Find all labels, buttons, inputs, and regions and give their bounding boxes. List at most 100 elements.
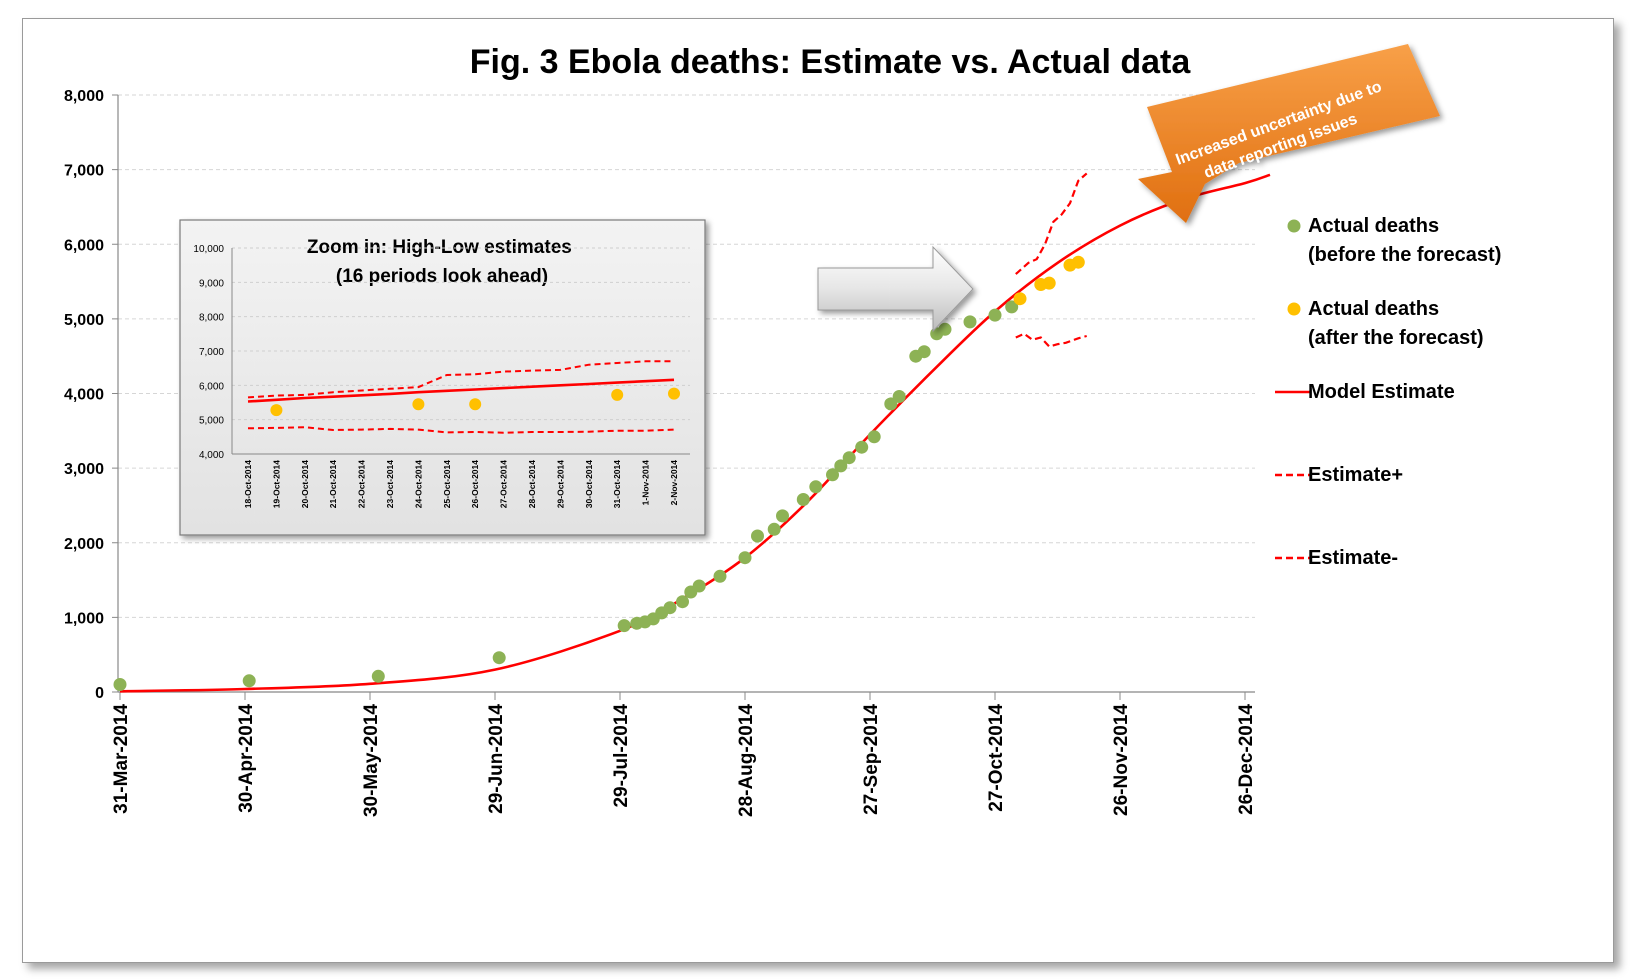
actual-death-point-before — [963, 315, 977, 329]
legend-label: Estimate+ — [1308, 464, 1403, 486]
actual-death-point-before — [855, 440, 869, 454]
actual-death-point-before — [892, 390, 906, 403]
actual-death-point-before — [867, 430, 881, 444]
actual-death-point-before — [113, 678, 127, 691]
inset-x-tick-label: 26-Oct-2014 — [470, 460, 480, 508]
x-tick-label: 26-Nov-2014 — [1111, 704, 1132, 816]
inset-x-tick-label: 29-Oct-2014 — [555, 460, 565, 508]
y-tick-label: 2,000 — [64, 536, 104, 553]
estimate-line — [1015, 172, 1088, 275]
inset-y-tick-label: 6,000 — [199, 381, 224, 392]
inset-x-tick-label: 31-Oct-2014 — [612, 460, 622, 508]
y-axis-ticks: 0 1,000 2,000 3,000 4,000 5,000 6,000 7,000 8,00… — [64, 88, 118, 702]
y-tick-label: 3,000 — [64, 461, 104, 478]
inset-x-tick-label: 28-Oct-2014 — [527, 460, 537, 508]
chart-title: Fig. 3 Ebola deaths: Estimate vs. Actual… — [470, 43, 1192, 81]
inset-y-tick-label: 4,000 — [199, 450, 224, 461]
actual-death-point-before — [988, 308, 1002, 322]
inset-x-tick-label: 22-Oct-2014 — [357, 460, 367, 508]
actual-death-point-before — [371, 669, 385, 683]
legend-item: Estimate- — [1275, 547, 1398, 569]
legend-item: Actual deaths (before the forecast) — [1287, 215, 1501, 266]
inset-background — [179, 219, 706, 536]
uncertainty-callout-shape — [1138, 44, 1440, 223]
actual-death-point-before — [676, 595, 689, 609]
inset-series-layer — [247, 360, 680, 434]
x-tick-label: 28-Aug-2014 — [736, 704, 757, 817]
legend-item: Estimate+ — [1275, 464, 1403, 486]
inset-x-tick-label: 30-Oct-2014 — [584, 460, 594, 508]
actual-death-point-before — [809, 480, 823, 494]
inset-title-line-2: (16 periods look ahead) — [336, 266, 548, 287]
inset-x-tick-label: 23-Oct-2014 — [385, 460, 395, 508]
inset-x-tick-label: 20-Oct-2014 — [300, 460, 310, 508]
actual-death-point-before — [738, 551, 752, 565]
legend-marker — [1287, 302, 1301, 316]
inset-x-tick-label: 24-Oct-2014 — [413, 460, 423, 508]
x-tick-label: 31-Mar-2014 — [111, 704, 132, 814]
legend-label: Actual deaths (before the forecast) — [1308, 215, 1501, 266]
inset-x-tick-label: 21-Oct-2014 — [328, 460, 338, 508]
inset-y-tick-label: 9,000 — [199, 278, 224, 289]
x-tick-label: 30-May-2014 — [361, 704, 382, 817]
y-tick-label: 4,000 — [64, 387, 104, 404]
legend-item: Model Estimate — [1275, 381, 1455, 403]
inset-x-tick-label: 19-Oct-2014 — [271, 460, 281, 508]
inset-actual-death-point — [668, 387, 680, 400]
estimate-line — [1015, 332, 1087, 348]
actual-death-point-before — [834, 459, 848, 473]
inset-y-tick-label: 7,000 — [199, 347, 224, 358]
inset-estimate-line — [247, 360, 674, 399]
y-tick-label: 7,000 — [64, 163, 104, 180]
inset-actual-death-point — [412, 398, 425, 411]
actual-death-point-before — [751, 529, 764, 543]
x-tick-label: 26-Dec-2014 — [1236, 704, 1257, 815]
actual-death-point-before — [826, 468, 839, 482]
grey-arrow-shape — [817, 245, 974, 333]
legend-item: Actual deaths (after the forecast) — [1287, 298, 1484, 349]
actual-death-point-before — [663, 601, 677, 615]
y-tick-label: 5,000 — [64, 312, 104, 329]
y-tick-label: 6,000 — [64, 237, 104, 254]
inset-y-axis-ticks: 4,000 5,000 6,000 7,000 8,000 9,000 10,000 — [193, 244, 224, 461]
legend-label: Actual deaths (after the forecast) — [1308, 298, 1484, 349]
inset-title: Zoom in: High-Low estimates (16 periods … — [307, 237, 577, 287]
x-tick-label: 27-Oct-2014 — [986, 704, 1007, 812]
series-layer — [113, 172, 1271, 693]
actual-death-point-before — [492, 651, 506, 665]
inset-x-axis-ticks: 18-Oct-2014 19-Oct-2014 20-Oct-2014 21-Oct-… — [243, 460, 679, 508]
actual-death-point-before — [242, 674, 256, 688]
actual-death-point-before — [842, 451, 856, 465]
inset-model-estimate-line — [247, 378, 675, 403]
y-tick-label: 8,000 — [64, 88, 104, 105]
actual-death-point-before — [767, 522, 781, 536]
actual-death-point-after — [1013, 292, 1027, 306]
inset-x-tick-label: 18-Oct-2014 — [243, 460, 253, 508]
inset-x-tick-label: 1-Nov-2014 — [641, 460, 651, 506]
legend-marker — [1287, 219, 1301, 233]
inset-actual-death-point — [270, 404, 283, 417]
actual-death-point-before — [617, 619, 631, 633]
x-tick-label: 29-Jun-2014 — [486, 704, 507, 814]
inset-gridlines — [231, 247, 690, 455]
inset-y-tick-label: 10,000 — [193, 244, 224, 255]
actual-death-point-before — [884, 397, 898, 411]
legend-label: Model Estimate — [1308, 381, 1455, 403]
actual-death-point-before — [1005, 300, 1019, 314]
legend: Actual deaths (before the forecast) Actual… — [1275, 215, 1501, 569]
inset-y-tick-label: 5,000 — [199, 416, 224, 427]
inset-title-line-1: Zoom in: High-Low estimates — [307, 237, 572, 258]
actual-death-point-before — [692, 579, 706, 593]
inset-x-tick-label: 2-Nov-2014 — [669, 460, 679, 506]
actual-death-point-before — [938, 322, 952, 336]
inset-x-tick-label: 27-Oct-2014 — [499, 460, 509, 508]
x-tick-label: 30-Apr-2014 — [236, 704, 257, 813]
inset-x-tick-label: 25-Oct-2014 — [442, 460, 452, 508]
y-tick-label: 0 — [95, 685, 104, 702]
actual-death-point-after — [1071, 255, 1085, 269]
inset-chart: Zoom in: High-Low estimates (16 periods … — [179, 219, 706, 536]
legend-label: Estimate- — [1308, 547, 1398, 569]
inset-actual-death-point — [469, 398, 482, 411]
x-axis-ticks: 31-Mar-2014 30-Apr-2014 30-May-2014 29-Jun-… — [111, 692, 1257, 817]
